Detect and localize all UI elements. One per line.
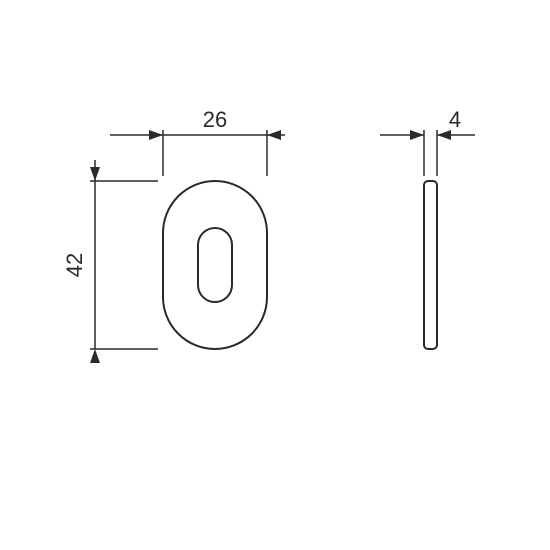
technical-drawing: 26 42 4: [0, 0, 550, 550]
side-view: [424, 181, 437, 349]
dimension-width: 26: [110, 107, 285, 176]
dimension-height: 42: [62, 160, 158, 363]
front-view: [163, 181, 267, 349]
width-dimension-label: 26: [203, 107, 227, 132]
thickness-dimension-label: 4: [449, 107, 461, 132]
height-dimension-label: 42: [62, 253, 87, 277]
dimension-thickness: 4: [380, 107, 475, 176]
